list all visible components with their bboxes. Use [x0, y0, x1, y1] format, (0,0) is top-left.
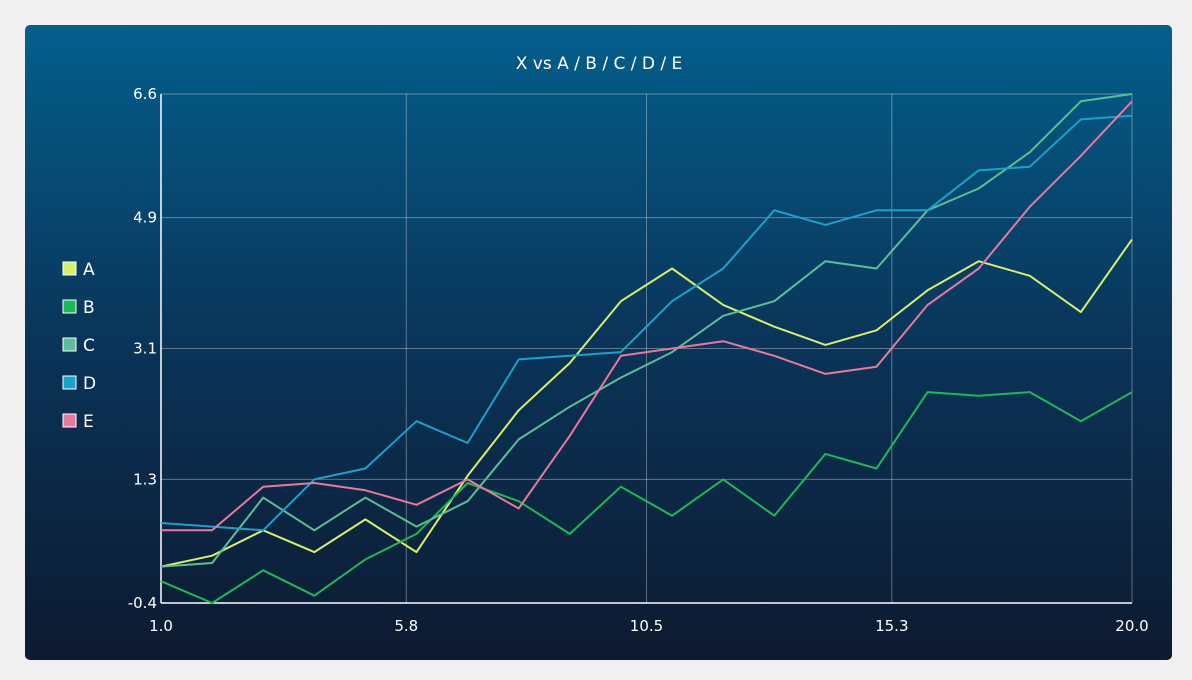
series-line-a [160, 238, 1133, 568]
legend-item-d: D [62, 374, 96, 394]
legend-swatch [62, 261, 77, 276]
legend-item-b: B [62, 298, 95, 318]
legend-label: B [83, 298, 95, 318]
axes [160, 94, 1132, 604]
tick-labels: 1.0 5.8 10.5 15.3 20.0 6.6 4.9 3.1 1.3 -0.4 [128, 85, 1149, 635]
legend-swatch [62, 375, 77, 390]
line-chart: X vs A / B / C / D / E 1.0 5.8 10.5 15.3 20.… [62, 54, 1149, 635]
y-tick-label: -0.4 [128, 594, 157, 612]
series-line-e [161, 100, 1133, 532]
legend-swatch [62, 413, 77, 428]
series-line-b [160, 391, 1133, 604]
x-tick-label: 1.0 [149, 617, 173, 635]
legend-label: D [83, 374, 96, 394]
y-tick-label: 1.3 [133, 470, 157, 488]
y-tick-label: 3.1 [133, 340, 157, 358]
series-lines [160, 93, 1133, 604]
legend-item-a: A [62, 260, 95, 280]
y-tick-label: 6.6 [133, 85, 157, 103]
legend-label: A [83, 260, 95, 280]
legend-item-c: C [62, 336, 95, 356]
legend-swatch [62, 337, 77, 352]
y-tick-label: 4.9 [133, 209, 157, 227]
x-tick-label: 15.3 [875, 617, 908, 635]
series-line-c [160, 93, 1133, 568]
chart-title: X vs A / B / C / D / E [516, 54, 683, 74]
legend-label: E [83, 412, 94, 432]
legend-item-e: E [62, 412, 94, 432]
x-tick-label: 20.0 [1115, 617, 1148, 635]
series-line-d [160, 114, 1133, 532]
legend-swatch [62, 299, 77, 314]
legend-label: C [83, 336, 95, 356]
x-tick-label: 10.5 [630, 617, 663, 635]
x-tick-label: 5.8 [394, 617, 418, 635]
chart-panel: X vs A / B / C / D / E 1.0 5.8 10.5 15.3 20.… [25, 25, 1172, 660]
